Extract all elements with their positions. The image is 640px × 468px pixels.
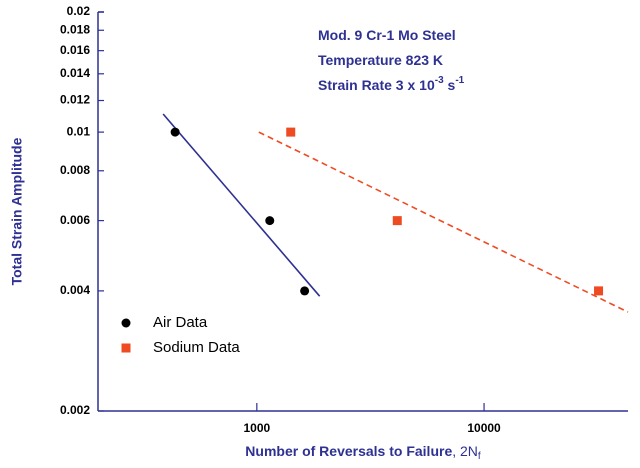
point (265, 216, 275, 226)
point (286, 127, 296, 137)
y-tick-label: 0.008 (60, 163, 90, 177)
point (170, 127, 180, 137)
annotation-part: -3 (435, 75, 444, 86)
annotation-part: Temperature 823 K (318, 52, 443, 68)
annotation-part: Mod. 9 Cr-1 Mo Steel (318, 27, 456, 43)
point (392, 216, 402, 226)
x-label-part: Number of Reversals to Failure (245, 443, 452, 459)
y-tick-label: 0.018 (60, 22, 90, 36)
x-tick-label: 1000 (243, 421, 270, 435)
y-tick-label: 0.002 (60, 403, 90, 417)
y-tick-label: 0.02 (67, 4, 91, 18)
y-tick-label: 0.014 (60, 66, 90, 80)
annotation: Strain Rate 3 x 10-3 s-1 (318, 75, 465, 93)
point (594, 286, 604, 296)
annotation-part: -1 (455, 75, 464, 86)
x-axis-label: Number of Reversals to Failure, 2Nf (245, 443, 481, 462)
fit-line (162, 113, 321, 297)
legend-marker (121, 343, 131, 353)
y-tick-label: 0.01 (67, 124, 91, 138)
x-tick-label: 10000 (467, 421, 501, 435)
fit-line (258, 131, 629, 313)
y-tick-label: 0.004 (60, 283, 90, 297)
annotation-part: s (444, 77, 456, 93)
point (300, 286, 310, 296)
annotation: Mod. 9 Cr-1 Mo Steel (318, 27, 456, 43)
legend-label: Air Data (153, 314, 208, 331)
x-label-part: f (478, 451, 481, 462)
annotation: Temperature 823 K (318, 52, 443, 68)
y-tick-label: 0.016 (60, 43, 90, 57)
y-tick-label: 0.006 (60, 213, 90, 227)
legend-label: Sodium Data (153, 339, 240, 356)
legend-marker (121, 318, 131, 328)
y-axis-label: Total Strain Amplitude (9, 137, 25, 285)
annotation-part: Strain Rate 3 x 10 (318, 77, 435, 93)
y-tick-label: 0.012 (60, 93, 90, 107)
x-label-part: , 2N (452, 443, 478, 459)
